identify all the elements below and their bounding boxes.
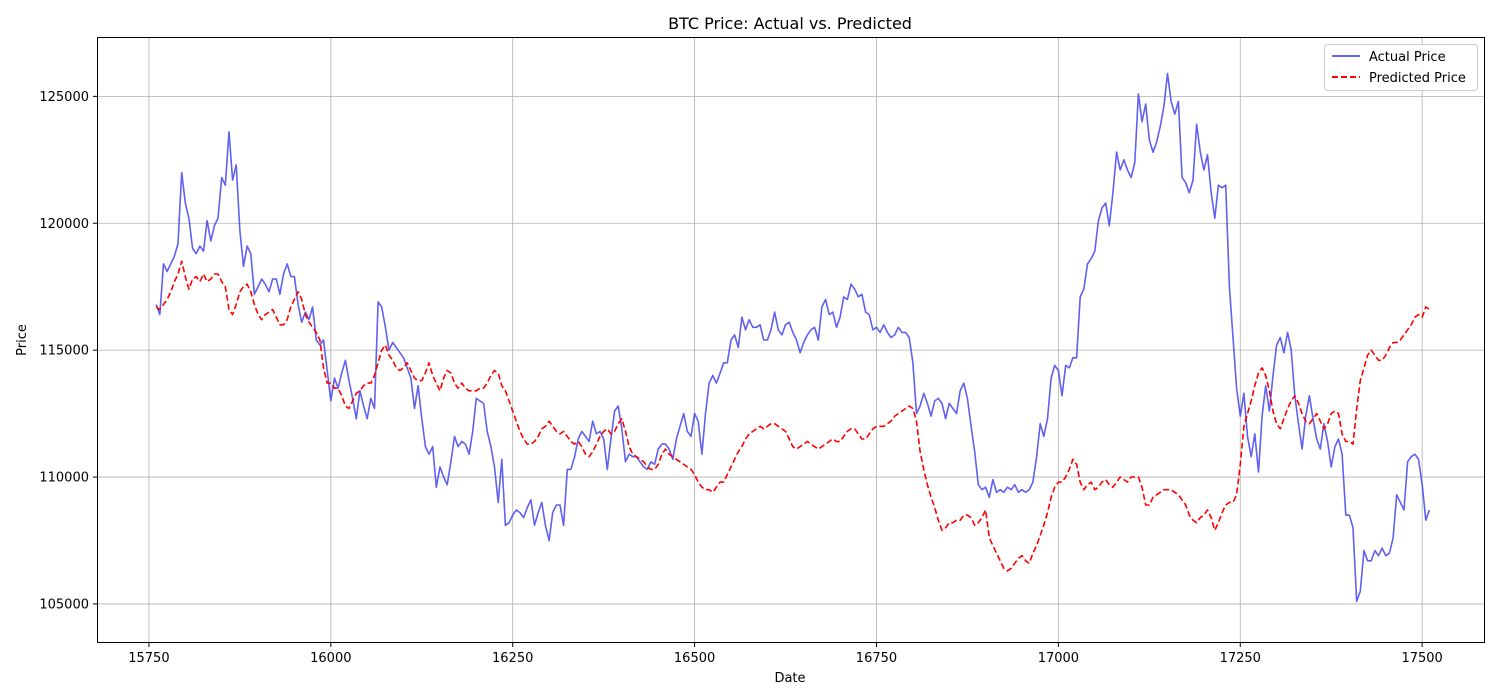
legend-label-predicted: Predicted Price	[1369, 71, 1466, 86]
x-tick-label: 17250	[1220, 651, 1261, 666]
x-tick-label: 17500	[1401, 651, 1442, 666]
x-tick-label: 16000	[310, 651, 351, 666]
y-axis-label: Price	[15, 324, 30, 356]
y-tick-label: 105000	[39, 597, 89, 612]
y-tick-label: 120000	[39, 217, 89, 232]
y-tick-label: 110000	[39, 471, 89, 486]
series-layer	[155, 72, 1431, 603]
x-axis-label: Date	[774, 671, 805, 686]
legend-box	[1324, 44, 1478, 91]
y-tick-label: 115000	[39, 344, 89, 359]
chart-title: BTC Price: Actual vs. Predicted	[668, 14, 912, 33]
x-tick-label: 16750	[856, 651, 897, 666]
x-tick-label: 15750	[128, 651, 169, 666]
y-tick-label: 125000	[39, 90, 89, 105]
actual-price-line	[155, 72, 1431, 603]
x-tick-label: 17000	[1038, 651, 1079, 666]
grid-lines	[98, 38, 1484, 642]
predicted-price-line	[155, 260, 1430, 572]
legend: Actual Price Predicted Price	[1324, 44, 1478, 91]
x-tick-label: 16500	[674, 651, 715, 666]
legend-label-actual: Actual Price	[1369, 50, 1446, 65]
axis-ticks: 15750 16000 16250 16500 16750 17000 17250 17500…	[39, 90, 1442, 666]
x-tick-label: 16250	[492, 651, 533, 666]
plot-frame	[97, 37, 1485, 643]
